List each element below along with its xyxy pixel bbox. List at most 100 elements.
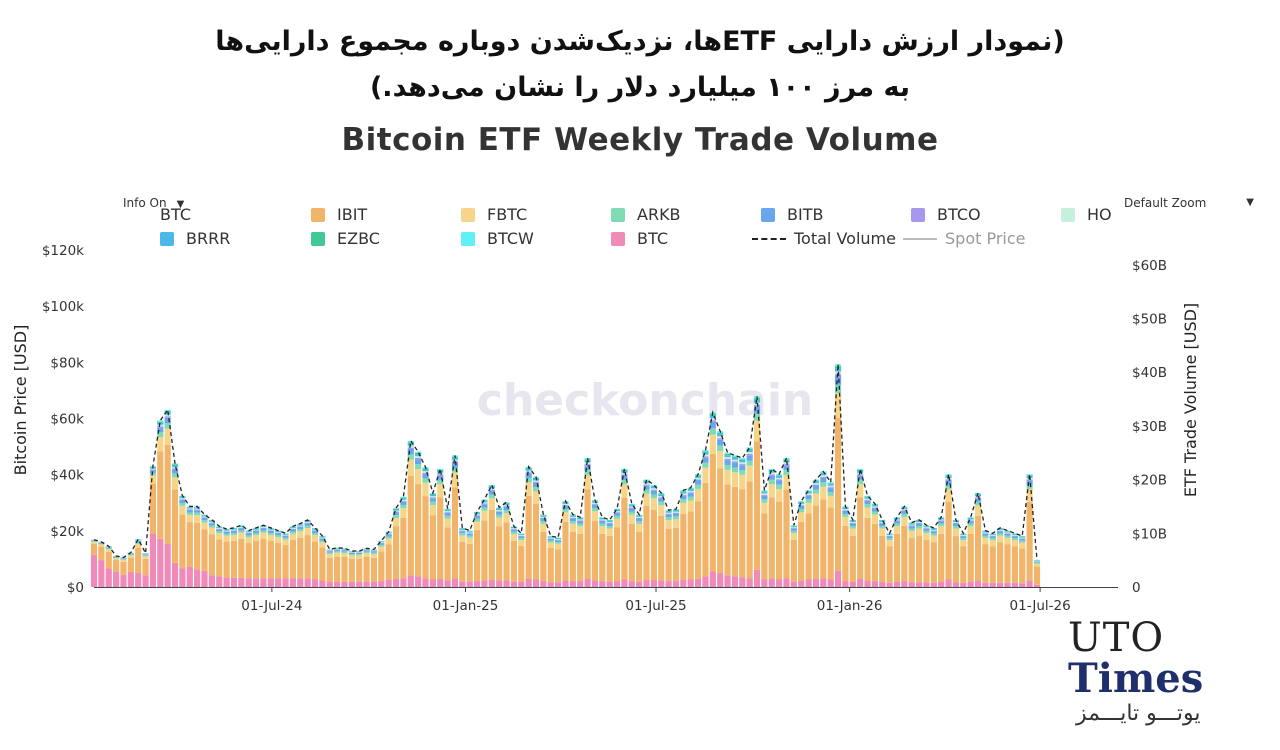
- legend-item-btcw[interactable]: BTCW: [461, 229, 534, 248]
- bar-segment-arkb: [555, 542, 562, 544]
- bar-segment-fbtc: [1004, 537, 1011, 545]
- bar-segment-gbtc: [1026, 580, 1033, 587]
- bar-segment-arkb: [1033, 562, 1041, 564]
- bar-segment-bitb: [105, 547, 112, 549]
- legend-item-total-volume[interactable]: Total Volume: [752, 229, 896, 248]
- bar-segment-ibit: [938, 533, 945, 582]
- legend-item-hodl[interactable]: HO: [1061, 205, 1112, 224]
- bar-segment-ibit: [636, 531, 643, 582]
- legend-item-bitb[interactable]: BITB: [761, 205, 823, 224]
- legend-item-btco[interactable]: BTCO: [911, 205, 981, 224]
- bar-segment-brrr: [658, 494, 665, 497]
- bar-segment-btcw: [238, 525, 245, 526]
- legend-label: BTC: [637, 229, 668, 248]
- bar-segment-brrr: [422, 469, 429, 472]
- bar-segment-ibit: [871, 523, 878, 582]
- bar-segment-arkb: [812, 489, 820, 494]
- bar-segment-gbtc: [591, 580, 599, 587]
- bar-segment-arkb: [842, 513, 849, 517]
- bar-segment-hodl: [260, 527, 267, 528]
- bar-segment-fbtc: [790, 533, 797, 540]
- bar-segment-gbtc: [709, 571, 716, 587]
- bar-segment-brrr: [717, 434, 724, 437]
- bar-segment-brrr: [208, 520, 215, 522]
- bar-segment-fbtc: [488, 498, 495, 510]
- bar-segment-btco: [820, 476, 827, 478]
- bar-segment-gbtc: [547, 582, 554, 587]
- bar-segment-arkb: [157, 432, 164, 438]
- bar-segment-brrr: [636, 515, 643, 517]
- bar-segment-arkb: [665, 517, 672, 521]
- bar-segment-ibit: [503, 522, 510, 581]
- bar-segment-bitb: [960, 536, 967, 539]
- y-right-tick-label: $50B: [1132, 312, 1167, 328]
- legend-item-fbtc[interactable]: FBTC: [461, 205, 527, 224]
- bar-segment-btco: [857, 474, 864, 476]
- bar-segment-arkb: [363, 551, 370, 553]
- info-toggle-dropdown[interactable]: Info On ▼: [123, 196, 184, 210]
- bar-segment-ibit: [879, 535, 886, 582]
- bar-segment-fbtc: [820, 486, 827, 500]
- bar-segment-brrr: [304, 521, 311, 522]
- bar-segment-hodl: [997, 529, 1004, 531]
- bar-segment-btco: [871, 507, 878, 509]
- bar-segment-ibit: [451, 487, 459, 579]
- bar-segment-ibit: [901, 525, 908, 582]
- bar-segment-fbtc: [805, 502, 812, 514]
- bar-segment-arkb: [643, 489, 650, 494]
- bar-segment-ibit: [370, 557, 378, 582]
- legend-item-brrr[interactable]: BRRR: [160, 229, 230, 248]
- bar-segment-hodl: [827, 485, 834, 488]
- legend-item-arkb[interactable]: ARKB: [611, 205, 681, 224]
- legend-swatch: [761, 207, 775, 222]
- bar-segment-bitb: [547, 538, 554, 541]
- bar-segment-fbtc: [510, 534, 518, 541]
- bar-segment-ibit: [201, 529, 208, 571]
- legend-item-gbtc[interactable]: BTC: [611, 229, 668, 248]
- bar-segment-arkb: [952, 526, 960, 529]
- bar-segment-btcw: [503, 502, 510, 503]
- bar-segment-arkb: [164, 423, 171, 429]
- y-right-tick-label: $40B: [1132, 365, 1167, 381]
- bar-segment-brrr: [724, 455, 731, 458]
- axes-group: Bitcoin Price [USD] ETF Trade Volume [US…: [11, 243, 1200, 614]
- bar-segment-ezbc: [864, 496, 871, 498]
- legend-item-spot-price[interactable]: Spot Price: [903, 229, 1026, 248]
- bar-segment-brrr: [481, 501, 488, 503]
- bar-segment-gbtc: [643, 580, 650, 587]
- bar-segment-gbtc: [260, 578, 267, 587]
- legend-item-ibit[interactable]: IBIT: [311, 205, 367, 224]
- bar-segment-gbtc: [1004, 582, 1011, 587]
- legend-item-btc[interactable]: BTC: [160, 205, 191, 224]
- bar-segment-bitb: [776, 480, 783, 485]
- bar-segment-ibit: [783, 489, 790, 579]
- bar-segment-ezbc: [1004, 531, 1011, 532]
- bar-segment-hodl: [282, 534, 289, 536]
- bar-segment-gbtc: [886, 582, 893, 587]
- bar-segment-hodl: [842, 509, 849, 511]
- bar-segment-fbtc: [392, 517, 400, 527]
- bar-segment-arkb: [201, 520, 208, 523]
- bar-segment-bitb: [717, 439, 724, 446]
- y-left-tick-label: $100k: [42, 299, 84, 315]
- bar-segment-bitb: [473, 515, 481, 519]
- bar-segment-btcw: [466, 530, 473, 532]
- bar-segment-bitb: [230, 530, 238, 533]
- bar-segment-gbtc: [687, 579, 694, 587]
- bar-segment-ibit: [437, 497, 444, 579]
- bar-segment-btco: [466, 533, 473, 534]
- bar-segment-gbtc: [113, 571, 120, 587]
- legend-item-ezbc[interactable]: EZBC: [311, 229, 380, 248]
- bar-segment-gbtc: [179, 568, 186, 587]
- bar-segment-ibit: [341, 556, 348, 582]
- bar-segment-gbtc: [812, 578, 820, 587]
- bar-segment-fbtc: [415, 469, 422, 485]
- bar-segment-arkb: [982, 535, 989, 538]
- bar-segment-hodl: [540, 516, 547, 518]
- bar-segment-ibit: [407, 475, 414, 576]
- bar-segment-arkb: [459, 533, 466, 536]
- bar-segment-fbtc: [540, 523, 547, 532]
- zoom-dropdown[interactable]: Default Zoom ▼: [1124, 196, 1254, 210]
- bar-segment-bitb: [945, 480, 952, 485]
- bar-segment-hodl: [171, 466, 179, 469]
